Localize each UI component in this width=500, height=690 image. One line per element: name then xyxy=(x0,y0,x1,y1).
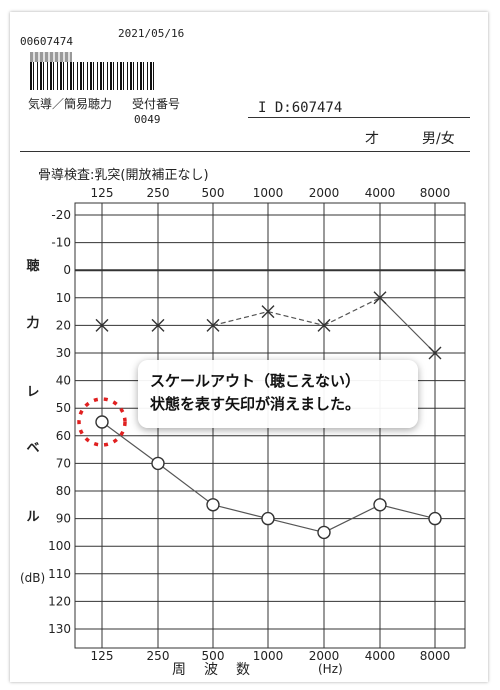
y-axis-label-char: 聴 xyxy=(26,258,39,274)
circle-marker xyxy=(261,511,275,526)
series-line-segment xyxy=(212,311,269,326)
x-tick-label-bottom: 4000 xyxy=(365,649,396,663)
x-tick-label-bottom: 125 xyxy=(91,649,114,663)
x-tick-label-top: 4000 xyxy=(365,186,396,200)
sex-label: 男/女 xyxy=(422,131,455,147)
y-tick-label: 110 xyxy=(48,567,71,581)
cross-marker xyxy=(206,318,220,332)
y-axis-label-char: ル xyxy=(26,510,39,525)
y-axis-label-char: ベ xyxy=(26,441,39,456)
patient-id: I D:607474 xyxy=(258,100,343,116)
series-line-segment xyxy=(323,297,381,326)
barcode-image xyxy=(30,62,156,90)
x-tick-label-bottom: 8000 xyxy=(420,649,451,663)
exam-date: 2021/05/16 xyxy=(118,27,185,40)
x-tick-label-top: 250 xyxy=(147,186,170,200)
y-tick-label: 0 xyxy=(63,263,71,277)
y-tick-label: 40 xyxy=(56,374,71,388)
y-tick-label: 30 xyxy=(56,346,71,360)
callout-line-1: スケールアウト（聴こえない） xyxy=(150,372,361,390)
cross-marker xyxy=(428,346,442,360)
callout-line-2: 状態を表す矢印が消えました。 xyxy=(150,395,361,413)
cross-marker xyxy=(261,305,275,319)
x-tick-label-top: 500 xyxy=(202,186,225,200)
y-tick-label: -20 xyxy=(51,208,71,222)
header-divider xyxy=(20,151,470,152)
y-tick-label: -10 xyxy=(51,236,71,250)
x-tick-label-bottom: 2000 xyxy=(309,649,340,663)
x-tick-label-top: 1000 xyxy=(253,186,284,200)
age-unit-label: 才 xyxy=(365,131,379,147)
x-tick-label-top: 8000 xyxy=(420,186,451,200)
y-tick-label: 10 xyxy=(56,291,71,305)
circle-marker xyxy=(95,415,109,429)
record-number: 00607474 xyxy=(20,35,73,48)
y-tick-label: 90 xyxy=(56,512,71,526)
circle-marker xyxy=(317,525,331,540)
plot-frame xyxy=(74,202,466,649)
x-tick-label-bottom: 1000 xyxy=(253,649,284,663)
circle-marker xyxy=(206,498,220,512)
x-tick-label-bottom: 250 xyxy=(147,649,170,663)
series-line-segment xyxy=(323,504,381,533)
scale-out-callout: スケールアウト（聴こえない） 状態を表す矢印が消えました。 xyxy=(138,360,418,428)
y-tick-label: 70 xyxy=(56,456,71,470)
series-line-segment xyxy=(101,421,159,464)
y-tick-label: 130 xyxy=(48,622,71,636)
scale-out-highlight xyxy=(77,397,127,447)
y-axis-unit: (dB) xyxy=(20,571,46,585)
cross-marker xyxy=(317,318,331,332)
audiogram-sheet xyxy=(10,12,488,682)
y-tick-label: 20 xyxy=(56,318,71,332)
series-line-segment xyxy=(379,504,436,520)
y-axis-label-char: レ xyxy=(26,385,39,400)
y-tick-label: 100 xyxy=(48,539,71,553)
y-tick-label: 80 xyxy=(56,484,71,498)
series-line-segment xyxy=(267,518,325,533)
cross-marker xyxy=(373,291,387,305)
circle-marker xyxy=(428,511,442,526)
reception-number: 0049 xyxy=(134,113,161,126)
series-line-segment xyxy=(212,504,269,520)
cross-marker xyxy=(95,318,109,332)
y-tick-label: 50 xyxy=(56,401,71,415)
y-axis-label-char: 力 xyxy=(26,315,39,331)
x-axis-label: 周 波 数 xyxy=(172,662,252,678)
x-axis-unit: (Hz) xyxy=(318,662,343,676)
series-line-segment xyxy=(379,297,436,354)
handwritten-name xyxy=(30,52,72,64)
x-tick-label-top: 2000 xyxy=(309,186,340,200)
circle-marker xyxy=(373,498,387,512)
reception-label: 受付番号 xyxy=(132,97,181,111)
series-line-segment xyxy=(157,462,214,506)
chart-title: 骨導検査:乳突(開放補正なし) xyxy=(38,168,209,183)
cross-marker xyxy=(151,318,165,332)
y-tick-label: 120 xyxy=(48,594,71,608)
circle-marker xyxy=(151,456,165,471)
x-tick-label-top: 125 xyxy=(91,186,114,200)
department-label: 気導／簡易聴力 xyxy=(28,97,113,111)
series-line-segment xyxy=(267,311,325,326)
id-underline xyxy=(248,117,470,118)
y-tick-label: 60 xyxy=(56,429,71,443)
x-tick-label-bottom: 500 xyxy=(202,649,225,663)
